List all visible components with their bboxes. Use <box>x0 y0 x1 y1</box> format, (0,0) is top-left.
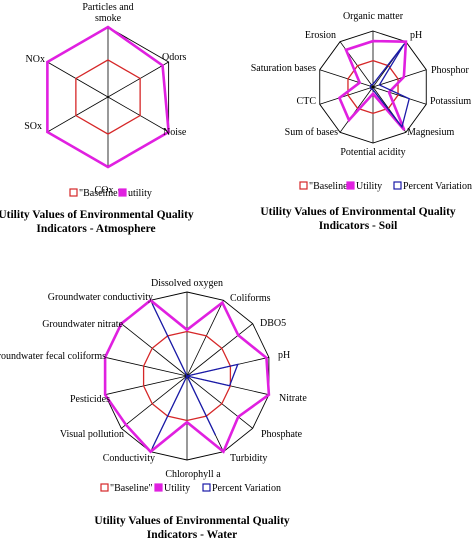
legend-label-percent-variation: Percent Variation <box>212 483 281 494</box>
axis-label-turbidity: Turbidity <box>230 453 267 464</box>
axis-spoke-dbo5 <box>186 323 253 377</box>
axis-label-dbo5: DBO5 <box>260 318 286 329</box>
axis-label-ctc: CTC <box>297 96 317 107</box>
series-percent-variation-line <box>151 303 239 449</box>
legend-atmosphere: "Baseline" utility <box>69 188 152 199</box>
caption-soil-line-1: Utility Values of Environmental Quality <box>260 206 456 218</box>
caption-water-line-1: Utility Values of Environmental Quality <box>94 515 290 527</box>
axis-label-sox: SOx <box>24 121 42 132</box>
legend-swatch-baseline <box>69 188 78 197</box>
caption-water-line-2: Indicators - Water <box>147 529 238 538</box>
legend-label-baseline: "Baseline" <box>309 181 352 192</box>
axis-label-ph: pH <box>410 30 422 41</box>
axis-label-potassium: Potassium <box>430 96 471 107</box>
axis-label-phosphor: Phosphor <box>431 65 469 76</box>
axis-spoke-saturation-bases <box>319 69 374 88</box>
axis-label-chlorophyll-a: Chlorophyll a <box>165 469 221 480</box>
legend-label-percent-variation: Percent Variation <box>403 181 472 192</box>
legend-label-baseline: "Baseline" <box>110 483 153 494</box>
legend-swatch-baseline <box>299 181 308 190</box>
axis-label-phosphate: Phosphate <box>261 429 303 440</box>
axis-spoke-phosphor <box>372 69 427 88</box>
axis-spoke-ctc <box>319 86 374 105</box>
axis-label-coliforms: Coliforms <box>230 293 271 304</box>
radar-atmosphere: Particles and smoke Odors Noise COx SOx NOx "Ba… <box>0 2 194 235</box>
axis-label-saturation-bases: Saturation bases <box>251 63 316 74</box>
axis-label-magnesium: Magnesium <box>407 127 454 138</box>
axis-label-erosion: Erosion <box>305 30 336 41</box>
axis-label-cox: COx <box>95 185 114 196</box>
axis-label-sum-of-bases: Sum of bases <box>285 127 338 138</box>
axis-label-odors: Odors <box>162 52 187 63</box>
axis-label-dissolved-oxygen: Dissolved oxygen <box>151 278 223 289</box>
axis-label-groundwater-nitrate: Groundwater nitrate <box>42 319 123 330</box>
axis-label-particles-and-smoke: Particles and smoke <box>82 2 133 24</box>
caption-atmosphere-line-2: Indicators - Atmosphere <box>36 223 155 235</box>
legend-swatch-percent-variation <box>393 181 402 190</box>
caption-atmosphere-line-1: Utility Values of Environmental Quality <box>0 209 194 221</box>
axis-label-noise: Noise <box>163 127 187 138</box>
legend-water: "Baseline" Utility Percent Variation <box>100 483 281 494</box>
radar-water: Dissolved oxygen Coliforms DBO5 pH Nitrate Ph… <box>0 278 307 538</box>
axis-label-conductivity: Conductivity <box>103 453 155 464</box>
axis-spoke-odors <box>107 61 169 98</box>
legend-label-utility: utility <box>128 188 152 199</box>
axis-spoke-groundwater-fecal-coliforms <box>105 356 188 377</box>
axis-spoke-potassium <box>372 86 427 105</box>
axis-spoke-pesticides <box>105 375 188 396</box>
legend-swatch-baseline <box>100 483 109 492</box>
axis-label-organic-matter: Organic matter <box>343 11 404 22</box>
legend-label-baseline: "Baseline" <box>79 188 122 199</box>
radar-soil: Organic matter pH Phosphor Potassium Magnesi… <box>251 11 472 232</box>
axis-label-potential-acidity: Potential acidity <box>340 147 405 158</box>
legend-soil: "Baseline" Utility Percent Variation <box>299 181 472 192</box>
axis-spoke-erosion <box>339 41 374 88</box>
legend-swatch-utility <box>154 483 163 492</box>
axis-spoke-noise <box>107 96 169 133</box>
legend-label-utility: Utility <box>164 483 190 494</box>
axis-spoke-coliforms <box>186 300 224 377</box>
legend-swatch-utility <box>346 181 355 190</box>
axis-spoke-groundwater-nitrate <box>121 323 188 377</box>
legend-swatch-utility <box>118 188 127 197</box>
axis-spoke-sox <box>47 96 109 133</box>
axis-label-nitrate: Nitrate <box>279 393 307 404</box>
axis-label-visual-pollution: Visual pollution <box>60 429 124 440</box>
axis-label-groundwater-conductivity: Groundwater conductivity <box>48 292 153 303</box>
axis-spoke-visual-pollution <box>121 375 188 429</box>
axis-spoke-nox <box>47 61 109 98</box>
axis-label-pesticides: Pesticides <box>70 394 110 405</box>
axis-spoke-sum-of-bases <box>339 86 374 133</box>
axis-label-groundwater-fecal-coliforms: Groundwater fecal coliforms <box>0 351 106 362</box>
axis-label-ph: pH <box>278 350 290 361</box>
caption-soil-line-2: Indicators - Soil <box>319 220 398 232</box>
legend-swatch-percent-variation <box>202 483 211 492</box>
legend-label-utility: Utility <box>356 181 382 192</box>
axis-label-nox: NOx <box>26 54 45 65</box>
axis-spoke-phosphate <box>186 375 253 429</box>
